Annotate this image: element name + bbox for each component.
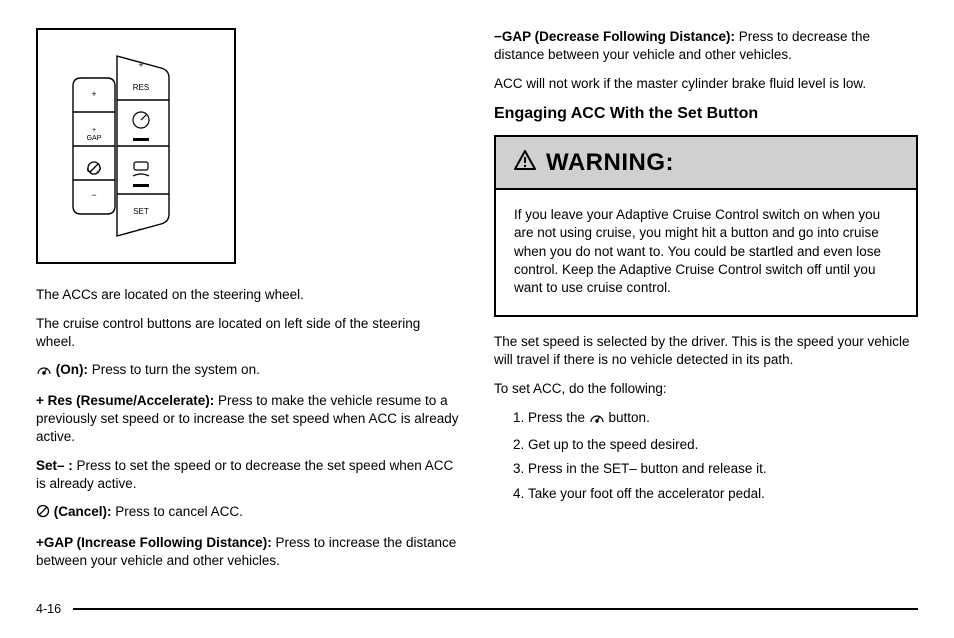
to-set-text: To set ACC, do the following: (494, 380, 918, 398)
cancel-label: (Cancel): (54, 504, 112, 519)
steering-wheel-diagram: + RES − SET + − + GAP − GAP (36, 28, 236, 264)
steps-list: Press the button. Get up to the speed de… (494, 409, 918, 503)
res-label: + Res (Resume/Accelerate): (36, 393, 214, 408)
diagram-res: RES (133, 83, 149, 92)
on-label: (On): (56, 362, 88, 377)
gapup-label: +GAP (Increase Following Distance): (36, 535, 272, 550)
diagram-plus2: + (91, 89, 96, 99)
page-number: 4-16 (36, 602, 61, 616)
diagram-set: SET (133, 207, 149, 216)
set-row: Set– : Press to set the speed or to decr… (36, 457, 460, 493)
step-1: Press the button. (528, 409, 918, 429)
diagram-gap1: GAP (87, 135, 102, 142)
acc-location-text: The ACCs are located on the steering whe… (36, 286, 460, 304)
cancel-icon (36, 504, 50, 523)
right-column: −GAP (Decrease Following Distance): Pres… (494, 28, 918, 588)
gapdown-row: −GAP (Decrease Following Distance): Pres… (494, 28, 918, 64)
res-row: + Res (Resume/Accelerate): Press to make… (36, 392, 460, 445)
diagram-plus: + (138, 60, 143, 70)
on-text: Press to turn the system on. (88, 362, 260, 377)
warning-title: WARNING: (546, 147, 674, 179)
warning-header: WARNING: (494, 135, 918, 189)
speedometer-icon (589, 411, 605, 429)
section-heading: Engaging ACC With the Set Button (494, 103, 918, 124)
on-row: (On): Press to turn the system on. (36, 361, 460, 381)
warning-triangle-icon (514, 150, 536, 174)
step-3: Press in the SET– button and release it. (528, 460, 918, 478)
step-4: Take your foot off the accelerator pedal… (528, 485, 918, 503)
svg-text:+: + (92, 127, 96, 134)
cancel-row: (Cancel): Press to cancel ACC. (36, 503, 460, 523)
cancel-text: Press to cancel ACC. (112, 504, 243, 519)
diagram-minus2: − (91, 190, 96, 200)
diagram-minus: − (138, 224, 143, 234)
gapup-row: +GAP (Increase Following Distance): Pres… (36, 534, 460, 570)
gapdown-label: −GAP (Decrease Following Distance): (494, 29, 735, 44)
page: + RES − SET + − + GAP − GAP (0, 0, 954, 600)
buttons-location-text: The cruise control buttons are located o… (36, 315, 460, 351)
warning-body: If you leave your Adaptive Cruise Contro… (494, 188, 918, 317)
left-column: + RES − SET + − + GAP − GAP (36, 28, 460, 588)
footer-rule (73, 608, 918, 610)
set-label: Set– : (36, 458, 73, 473)
set-text: Press to set the speed or to decrease th… (36, 458, 453, 491)
fluid-level-text: ACC will not work if the master cylinder… (494, 75, 918, 93)
step-2: Get up to the speed desired. (528, 436, 918, 454)
speedometer-icon (36, 363, 52, 381)
page-footer: 4-16 (36, 602, 918, 616)
cruise-buttons-svg: + RES − SET + − + GAP − GAP (61, 46, 211, 246)
set-speed-text: The set speed is selected by the driver.… (494, 333, 918, 369)
